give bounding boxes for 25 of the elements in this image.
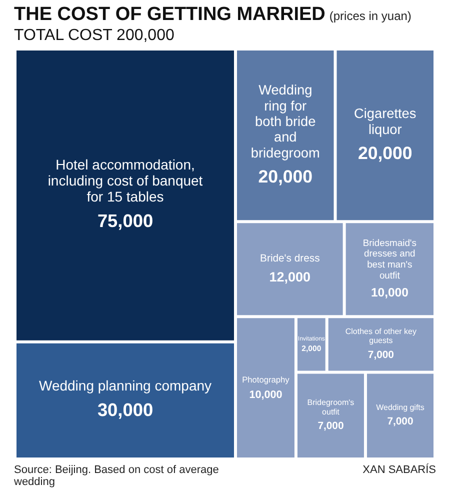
text: XAN SABARÍS [362,464,436,478]
category-label: Cigarettes liquor [354,106,416,137]
data-label: 7,000 [387,416,414,428]
category-label: Clothes of other key guests [345,326,417,346]
data-label: 12,000 [269,269,311,284]
category-label: Bride's dress [260,254,320,265]
source-note: Source: Beijing. Based on cost of average wedding [14,464,220,488]
data-label: 20,000 [258,166,313,186]
category-label: Wedding gifts [376,402,424,412]
data-label: 20,000 [358,142,412,163]
text: (prices in yuan) [329,9,412,23]
data-label: 7,000 [318,421,344,432]
data-label: 10,000 [370,285,409,300]
data-label: 10,000 [249,388,282,401]
category-label: Hotel accommodation, including cost of banquet for 15 tables [48,156,203,205]
category-label: Wedding ring for both bride and bridegroom [250,82,320,160]
data-label: 75,000 [97,211,154,232]
data-label: 7,000 [368,350,394,362]
category-label: Bridegroom's outfit [307,398,354,416]
category-label: Bridesmaid's dresses and best man's outfit [362,236,417,280]
text: TOTAL COST 200,000 [14,27,176,45]
category-label: Photography [242,374,290,384]
data-label: 30,000 [97,400,154,420]
category-label: Wedding planning company [38,378,212,394]
text: THE COST OF GETTING MARRIED [14,4,326,25]
